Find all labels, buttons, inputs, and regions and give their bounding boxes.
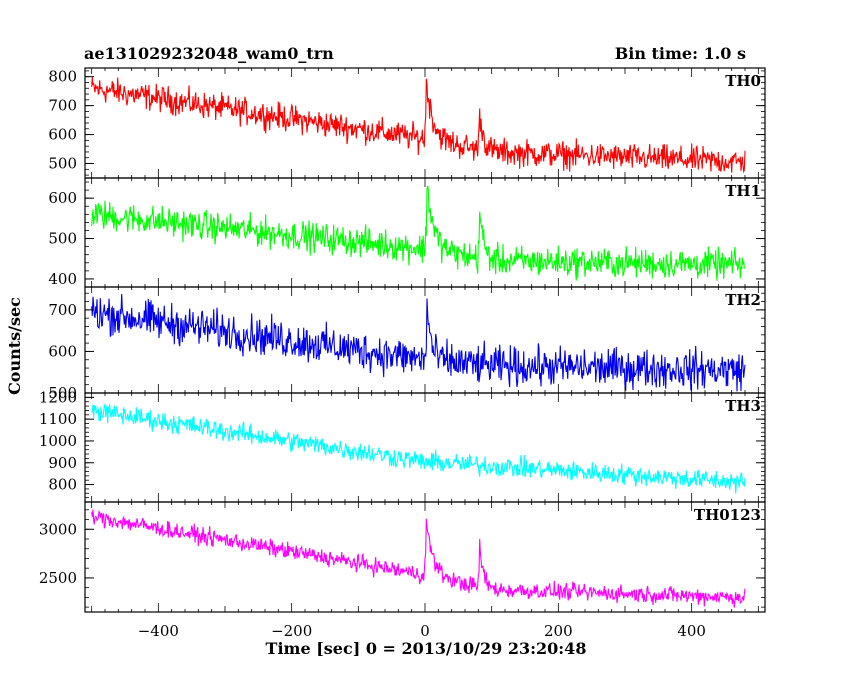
y-tick-label: 1200 (39, 388, 77, 406)
series-line-th0123 (91, 509, 746, 608)
y-tick-label: 700 (48, 97, 77, 115)
x-tick-label: 0 (420, 622, 430, 640)
panel-frame (84, 392, 766, 503)
panel-label: TH0123 (694, 506, 761, 524)
series-line-th0 (91, 77, 746, 174)
x-tick-label: 400 (677, 622, 706, 640)
y-tick-label: 1100 (39, 410, 77, 428)
panel-label: TH0 (725, 72, 761, 90)
panel-label: TH3 (725, 397, 761, 415)
y-tick-label: 700 (48, 301, 77, 319)
panel-label: TH2 (725, 291, 761, 309)
y-tick-label: 900 (48, 454, 77, 472)
y-axis-title: Counts/sec (5, 297, 24, 395)
y-tick-label: 800 (48, 476, 77, 494)
panel-th3: 800 900 1000 1100 1200 TH3 (39, 388, 766, 503)
y-tick-label: 500 (48, 384, 77, 402)
y-tick-label: 1000 (39, 432, 77, 450)
x-tick-label: −400 (138, 622, 179, 640)
x-axis-title: Time [sec] 0 = 2013/10/29 23:20:48 (266, 639, 587, 658)
x-axis: −400 −200 0 200 400 (138, 622, 706, 640)
y-tick-label: 500 (48, 155, 77, 173)
series-line-th2 (91, 293, 746, 392)
y-tick-label: 400 (48, 270, 77, 288)
panel-th0123: 2500 3000 TH0123 (39, 501, 766, 613)
panel-th1: 400 500 600 TH1 (48, 177, 766, 288)
panel-label: TH1 (725, 182, 761, 200)
y-tick-label: 600 (48, 126, 77, 144)
y-tick-label: 2500 (39, 569, 77, 587)
bin-time-label: Bin time: 1.0 s (615, 44, 746, 63)
x-tick-label: −200 (271, 622, 312, 640)
y-tick-label: 500 (48, 230, 77, 248)
chart-title: ae131029232048_wam0_trn (84, 44, 334, 63)
panel-th0: 500 600 700 800 TH0 (48, 67, 766, 179)
y-tick-label: 600 (48, 342, 77, 360)
y-tick-label: 600 (48, 189, 77, 207)
panels: 500 600 700 800 TH0 400 500 600 TH1 500 600 700 TH2 8… (39, 67, 766, 613)
series-line-th1 (91, 185, 746, 281)
panel-th2: 500 600 700 TH2 (48, 286, 766, 402)
y-tick-label: 800 (48, 68, 77, 86)
y-tick-label: 3000 (39, 520, 77, 538)
series-line-th3 (91, 402, 746, 494)
x-tick-label: 200 (544, 622, 573, 640)
